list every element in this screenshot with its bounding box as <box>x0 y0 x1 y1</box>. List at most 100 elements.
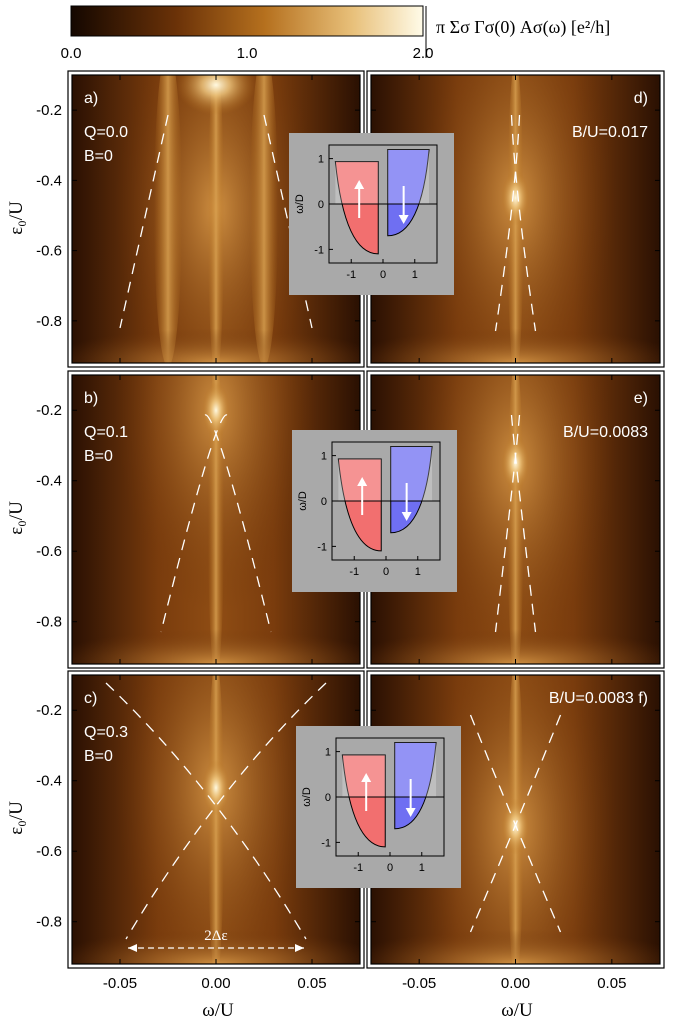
inset-y-tick-label: -1 <box>321 837 331 849</box>
y-tick-label: -0.8 <box>36 914 62 931</box>
colorbar-gradient <box>70 5 424 37</box>
spin-down-band <box>390 446 433 534</box>
spin-up-band <box>337 458 382 552</box>
left-ridge <box>154 75 182 363</box>
zero-frequency-ridge <box>208 375 224 664</box>
panel-param-b: B=0 <box>84 448 113 465</box>
guide-line-right <box>125 682 327 940</box>
panel-letter: c) <box>84 690 97 707</box>
top-bright-spot <box>176 75 256 115</box>
bottom-glow <box>371 629 660 664</box>
bright-spot <box>501 169 530 226</box>
x-tick-label: 0.00 <box>201 975 230 992</box>
x-axis-label-left: ω/U <box>202 1000 234 1021</box>
panel-letter: b) <box>84 390 98 407</box>
y-tick-label: -0.2 <box>36 402 62 419</box>
y-axis-label-bottom: ε₀/U <box>6 801 27 835</box>
inset-y-tick-label: -1 <box>314 244 324 256</box>
guide-line-left <box>204 414 272 633</box>
y-tick-label: -0.2 <box>36 102 62 119</box>
spin-down-band <box>394 742 437 830</box>
y-tick-label: -0.6 <box>36 843 62 860</box>
inset-y-label: ω/D <box>297 491 309 511</box>
spin-up-empty-states <box>335 161 379 204</box>
inset-y-tick-label: -1 <box>317 541 327 553</box>
inset-x-tick-label: 1 <box>419 862 425 874</box>
y-tick-label: -0.6 <box>36 543 62 560</box>
guide-line-left <box>119 114 169 329</box>
panel-a: a) Q=0.0 B=0 -0.2 -0.4 -0.6 -0.8 <box>36 70 365 368</box>
x-tick-label: -0.05 <box>103 975 137 992</box>
y-tick-label: -0.8 <box>36 614 62 631</box>
bright-spot <box>501 435 530 492</box>
delta-arrowhead-right <box>295 944 304 952</box>
inset-band-diagram: 1 0 -1 -1 0 1 ω/D <box>296 726 461 888</box>
guide-line-right <box>494 414 521 633</box>
heatmap-f <box>371 675 660 964</box>
colorbar: 0.0 1.0 2.0 π Σσ Γσ(0) Aσ(ω) [e²/h] <box>61 5 610 62</box>
y-tick-label: -0.4 <box>36 473 62 490</box>
inset-x-tick-label: 1 <box>415 566 421 578</box>
panel-param-q: Q=0.0 <box>84 124 128 141</box>
colorbar-tick-1: 1.0 <box>237 45 258 62</box>
guide-line-right <box>494 114 521 332</box>
delta-arrowhead-left <box>128 944 137 952</box>
spin-down-empty-states <box>394 742 437 797</box>
colorbar-title: π Σσ Γσ(0) Aσ(ω) [e²/h] <box>436 17 610 38</box>
bottom-glow <box>371 929 660 964</box>
inset-y-tick-label: 1 <box>321 451 327 463</box>
spin-up-empty-states <box>338 459 382 501</box>
y-tick-label: -0.8 <box>36 313 62 330</box>
spin-up-arrowhead <box>361 773 372 782</box>
inset-y-tick-label: 1 <box>318 154 324 166</box>
guide-line-left <box>105 682 307 940</box>
panel-param-b: B=0 <box>84 748 113 765</box>
y-tick-label: -0.2 <box>36 702 62 719</box>
right-ridge <box>250 75 278 363</box>
panel-letter: a) <box>84 90 98 107</box>
y-tick-label: -0.4 <box>36 172 62 189</box>
spin-down-arrowhead <box>405 808 416 817</box>
inset-x-tick-label: -1 <box>349 566 359 578</box>
x-axis-label-right: ω/U <box>501 1000 533 1021</box>
inset-x-tick-label: 0 <box>380 269 386 281</box>
x-tick-label: -0.05 <box>402 975 436 992</box>
spin-down-empty-states <box>387 149 430 204</box>
zero-frequency-ridge <box>208 675 224 964</box>
spin-up-arrowhead <box>357 477 368 486</box>
spin-up-arrowhead <box>354 180 365 189</box>
panel-d: d) B/U=0.017 <box>366 70 665 368</box>
panels: a) Q=0.0 B=0 -0.2 -0.4 -0.6 -0.8 d) B/U=0.017 b) Q… <box>36 70 665 992</box>
guide-line-right <box>160 414 228 633</box>
inset-y-tick-label: 0 <box>321 496 327 508</box>
spin-down-band <box>387 149 430 237</box>
colorbar-tick-2: 2.0 <box>413 45 434 62</box>
panel-param-q: Q=0.1 <box>84 424 128 441</box>
inset-y-label: ω/D <box>294 194 306 214</box>
spin-up-empty-states <box>342 755 386 797</box>
panel-param-q: Q=0.3 <box>84 724 128 741</box>
inset-x-tick-label: 0 <box>387 862 393 874</box>
y-tick-label: -0.6 <box>36 243 62 260</box>
spin-down-arrowhead <box>401 512 412 521</box>
heatmap-e <box>371 375 660 664</box>
panel-param-b: B=0 <box>84 148 113 165</box>
x-tick-label: 0.05 <box>297 975 326 992</box>
inset-band-diagram: 1 0 -1 -1 0 1 ω/D <box>292 430 457 592</box>
y-axis-label-top: ε₀/U <box>6 201 27 235</box>
guide-line-right <box>469 714 562 933</box>
panel-ticks <box>371 375 660 664</box>
inset-x-tick-label: -1 <box>353 862 363 874</box>
panel-e: e) B/U=0.0083 <box>366 370 665 669</box>
colorbar-tick-0: 0.0 <box>61 45 82 62</box>
heatmap-c: 2Δε <box>72 675 360 964</box>
x-tick-label: 0.05 <box>597 975 626 992</box>
y-axis-label-middle: ε₀/U <box>6 501 27 535</box>
inset-x-tick-label: 1 <box>412 269 418 281</box>
bottom-glow <box>72 929 360 964</box>
bottom-glow <box>72 328 360 363</box>
panel-param-field: B/U=0.0083 f) <box>549 690 648 707</box>
inset-x-tick-label: -1 <box>346 269 356 281</box>
